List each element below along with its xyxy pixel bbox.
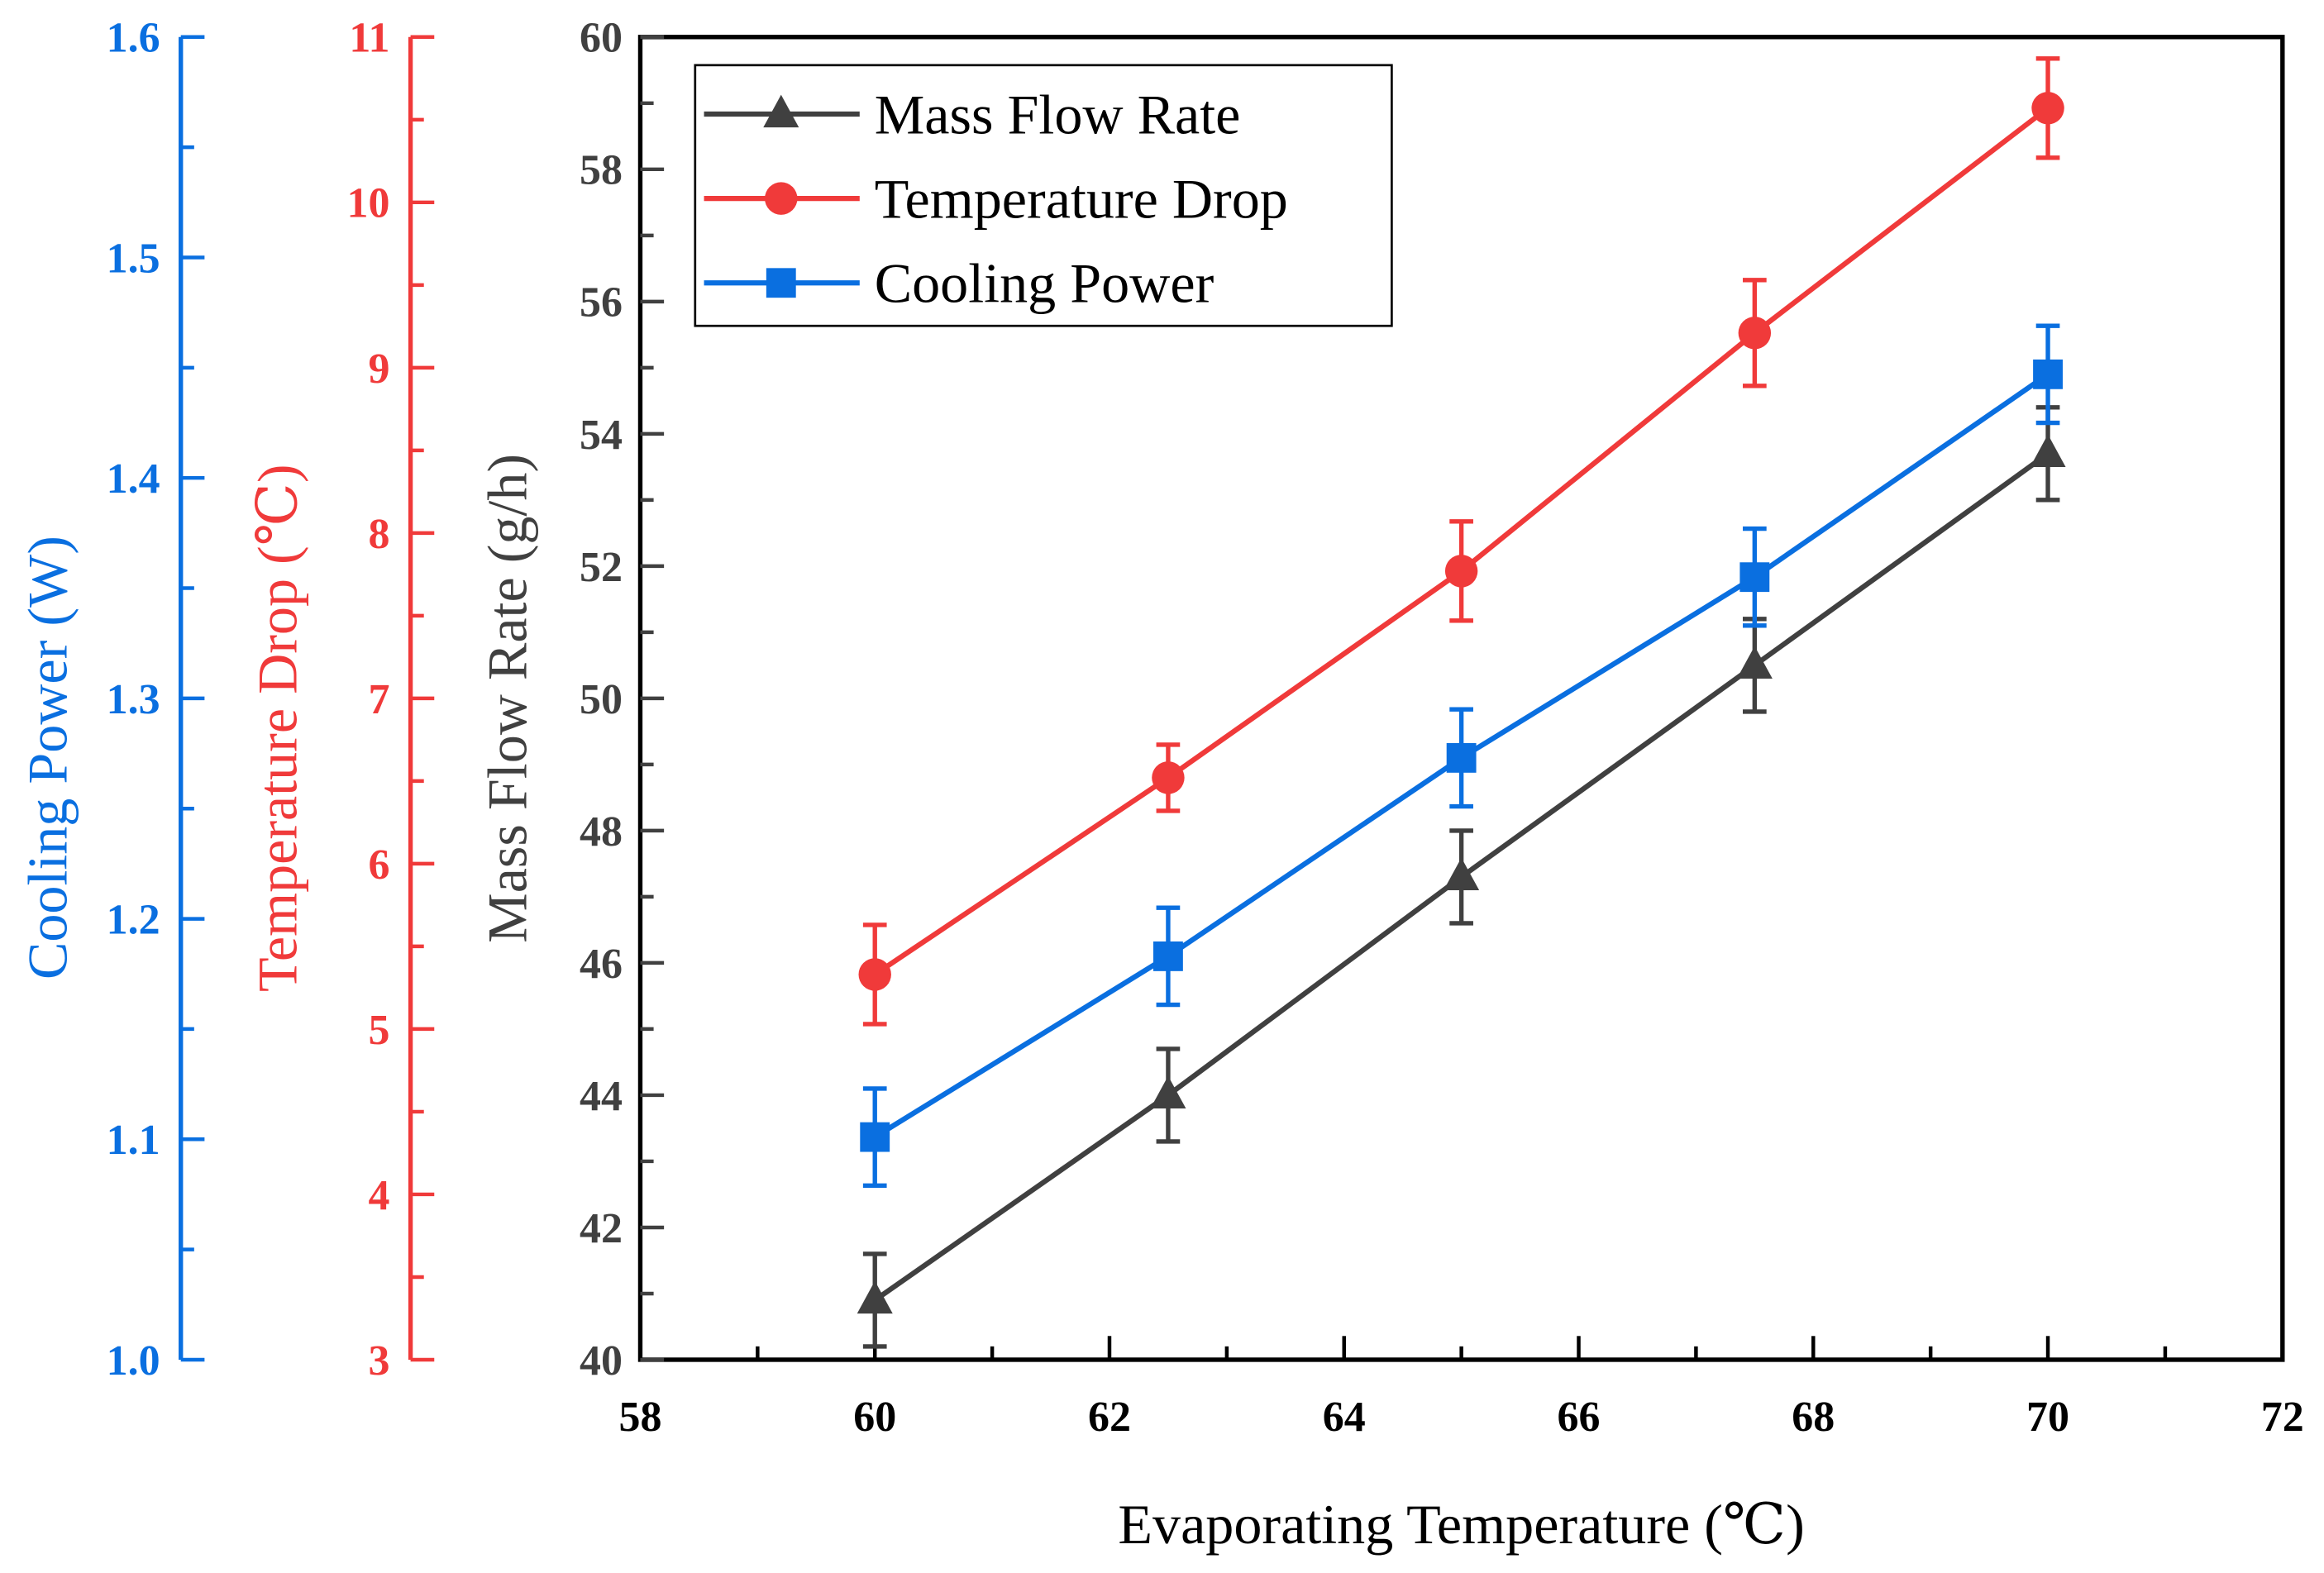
legend-marker bbox=[766, 268, 796, 298]
data-point bbox=[1444, 555, 1478, 588]
power-tick-label: 1.0 bbox=[107, 1337, 160, 1385]
legend-marker bbox=[763, 94, 799, 128]
data-point bbox=[1739, 562, 1770, 593]
legend-label: Mass Flow Rate bbox=[875, 83, 1241, 145]
mass-axis-title: Mass Flow Rate (g/h) bbox=[475, 454, 538, 943]
axes-layer: 58 60 62 64 66 68 70 724042444648505254565860Ma… bbox=[17, 15, 2304, 1441]
temp-tick-label: 6 bbox=[368, 841, 389, 889]
mass-tick-label: 44 bbox=[580, 1073, 623, 1120]
data-point bbox=[858, 958, 891, 991]
temp-tick-label: 10 bbox=[347, 180, 390, 227]
power-tick-label: 1.3 bbox=[107, 676, 160, 723]
series-layer bbox=[857, 56, 2066, 1349]
legend-label: Cooling Power bbox=[875, 252, 1214, 315]
mass-tick-label: 54 bbox=[580, 412, 623, 459]
data-point bbox=[1152, 941, 1183, 971]
power-tick-label: 1.4 bbox=[107, 455, 160, 503]
series-mass-flow-rate bbox=[857, 405, 2066, 1349]
legend: Mass Flow Rate Temperature Drop Cooling Po… bbox=[694, 64, 1393, 327]
temp-tick-label: 11 bbox=[349, 15, 389, 62]
legend-label: Temperature Drop bbox=[875, 167, 1288, 230]
data-point bbox=[2033, 359, 2063, 389]
series-cooling-power bbox=[860, 323, 2063, 1188]
power-tick-label: 1.6 bbox=[107, 15, 160, 62]
series-temperature-drop bbox=[858, 56, 2064, 1027]
x-tick-label: 72 bbox=[2261, 1394, 2304, 1441]
data-point bbox=[1738, 317, 1772, 350]
data-point bbox=[1150, 1075, 1186, 1109]
mass-tick-label: 40 bbox=[580, 1337, 623, 1385]
x-axis-title: Evaporating Temperature (℃) bbox=[1118, 1493, 1804, 1556]
x-tick-label: 66 bbox=[1558, 1394, 1601, 1441]
power-tick-label: 1.5 bbox=[107, 235, 160, 282]
x-tick-label: 70 bbox=[2026, 1394, 2069, 1441]
data-point bbox=[1152, 761, 1185, 794]
data-point bbox=[1736, 646, 1773, 679]
mass-tick-label: 50 bbox=[580, 676, 623, 723]
data-point bbox=[2031, 92, 2064, 125]
power-axis-title: Cooling Power (W) bbox=[17, 536, 79, 980]
x-tick-label: 58 bbox=[618, 1394, 661, 1441]
data-point bbox=[860, 1122, 890, 1152]
mass-tick-label: 60 bbox=[580, 15, 623, 62]
x-tick-label: 68 bbox=[1792, 1394, 1835, 1441]
mass-tick-label: 58 bbox=[580, 147, 623, 194]
mass-tick-label: 52 bbox=[580, 544, 623, 591]
temp-tick-label: 9 bbox=[368, 346, 389, 393]
mass-tick-label: 56 bbox=[580, 279, 623, 327]
x-tick-label: 60 bbox=[853, 1394, 896, 1441]
temp-tick-label: 8 bbox=[368, 511, 389, 558]
power-tick-label: 1.1 bbox=[107, 1117, 160, 1164]
power-tick-label: 1.2 bbox=[107, 897, 160, 944]
temp-tick-label: 5 bbox=[368, 1007, 389, 1054]
legend-marker bbox=[765, 182, 798, 215]
temp-tick-label: 3 bbox=[368, 1337, 389, 1385]
data-point bbox=[2030, 434, 2066, 467]
temp-tick-label: 7 bbox=[368, 676, 389, 723]
data-point bbox=[1446, 742, 1477, 773]
temp-axis-title: Temperature Drop (℃) bbox=[246, 465, 309, 992]
data-point bbox=[1444, 857, 1480, 891]
data-point bbox=[857, 1280, 893, 1314]
temp-tick-label: 4 bbox=[368, 1172, 389, 1219]
mass-tick-label: 46 bbox=[580, 941, 623, 988]
x-tick-label: 64 bbox=[1323, 1394, 1366, 1441]
mass-tick-label: 42 bbox=[580, 1205, 623, 1252]
mass-tick-label: 48 bbox=[580, 808, 623, 856]
x-tick-label: 62 bbox=[1088, 1394, 1131, 1441]
